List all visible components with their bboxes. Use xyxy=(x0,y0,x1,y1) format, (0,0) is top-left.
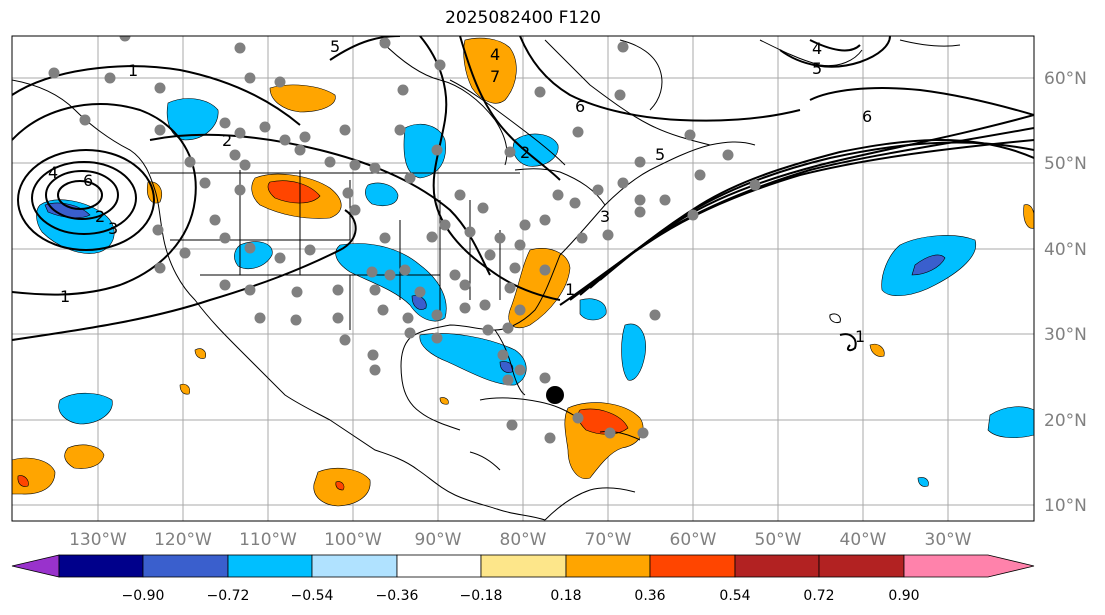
lon-label-60w: 60°W xyxy=(670,530,717,550)
cb-tick-3: −0.54 xyxy=(291,588,334,604)
contour-labels: 1 2 6 4 2 3 1 5 4 7 6 2 5 3 1 4 5 6 1 xyxy=(48,37,872,346)
colorbar-segment-3 xyxy=(227,554,313,578)
contour-label-4c: 4 xyxy=(812,39,822,58)
station-dots xyxy=(48,36,761,444)
cb-tick-9: 0.72 xyxy=(803,588,834,604)
contour-label-1d: 1 xyxy=(855,327,865,346)
contour-label-3b: 3 xyxy=(600,207,610,226)
contour-label-5b: 5 xyxy=(655,145,665,164)
lon-label-80w: 80°W xyxy=(500,530,547,550)
colorbar-extend-high xyxy=(903,554,1035,578)
lat-label-40n: 40°N xyxy=(1044,240,1087,260)
lat-label-10n: 10°N xyxy=(1044,496,1087,516)
cb-tick-6: 0.18 xyxy=(550,588,581,604)
contour-label-1b: 1 xyxy=(60,287,70,306)
lon-label-50w: 50°W xyxy=(755,530,802,550)
colorbar-segment-7 xyxy=(565,554,651,578)
lat-label-20n: 20°N xyxy=(1044,411,1087,431)
lat-label-50n: 50°N xyxy=(1044,154,1087,174)
cb-tick-8: 0.54 xyxy=(719,588,750,604)
contour-label-5a: 5 xyxy=(330,37,340,56)
map-title: 2025082400 F120 xyxy=(445,8,601,28)
cb-tick-4: −0.36 xyxy=(376,588,419,604)
cb-tick-10: 0.90 xyxy=(888,588,919,604)
contour-label-6a: 6 xyxy=(83,171,93,190)
lon-label-30w: 30°W xyxy=(925,530,972,550)
latitude-labels: 60°N 50°N 40°N 30°N 20°N 10°N xyxy=(1044,69,1087,516)
coastlines xyxy=(12,39,961,521)
lon-label-90w: 90°W xyxy=(415,530,462,550)
colorbar-segment-6 xyxy=(480,554,567,578)
cb-tick-7: 0.36 xyxy=(634,588,665,604)
colorbar-segment-5 xyxy=(396,554,482,578)
contour-label-7a: 7 xyxy=(490,67,500,86)
colorbar-segment-8 xyxy=(649,554,736,578)
contour-label-4b: 4 xyxy=(490,45,500,64)
lon-label-70w: 70°W xyxy=(585,530,632,550)
contour-label-4a: 4 xyxy=(48,163,58,182)
shaded-anomalies xyxy=(12,37,1034,507)
contour-label-2b: 2 xyxy=(95,207,105,226)
lon-label-110w: 110°W xyxy=(239,530,297,550)
colorbar-labels: −0.90 −0.72 −0.54 −0.36 −0.18 0.18 0.36 … xyxy=(122,588,920,604)
cb-tick-5: −0.18 xyxy=(460,588,503,604)
contour-label-3a: 3 xyxy=(108,219,118,238)
cb-tick-1: −0.90 xyxy=(122,588,165,604)
lon-label-100w: 100°W xyxy=(324,530,382,550)
map-border xyxy=(11,35,1035,522)
colorbar-segment-1 xyxy=(58,554,144,578)
colorbar-segment-2 xyxy=(142,554,229,578)
colorbar-segment-4 xyxy=(311,554,398,578)
lat-label-60n: 60°N xyxy=(1044,69,1087,89)
contour-label-6c: 6 xyxy=(862,107,872,126)
contour-label-2c: 2 xyxy=(520,143,530,162)
colorbar-segment-10 xyxy=(818,554,905,578)
colorbar xyxy=(11,554,1035,578)
contour-label-1a: 1 xyxy=(128,61,138,80)
storm-center-marker xyxy=(546,386,564,404)
lon-label-120w: 120°W xyxy=(154,530,212,550)
colorbar-extend-low xyxy=(11,554,60,578)
cb-tick-2: −0.72 xyxy=(207,588,250,604)
contour-label-2a: 2 xyxy=(222,131,232,150)
lat-label-30n: 30°N xyxy=(1044,325,1087,345)
contour-label-1c: 1 xyxy=(565,280,575,299)
contour-label-5c: 5 xyxy=(812,59,822,78)
contour-label-6b: 6 xyxy=(575,97,585,116)
lon-label-130w: 130°W xyxy=(69,530,127,550)
longitude-labels: 130°W 120°W 110°W 100°W 90°W 80°W 70°W 6… xyxy=(69,530,972,550)
lon-label-40w: 40°W xyxy=(840,530,887,550)
colorbar-segment-9 xyxy=(734,554,820,578)
